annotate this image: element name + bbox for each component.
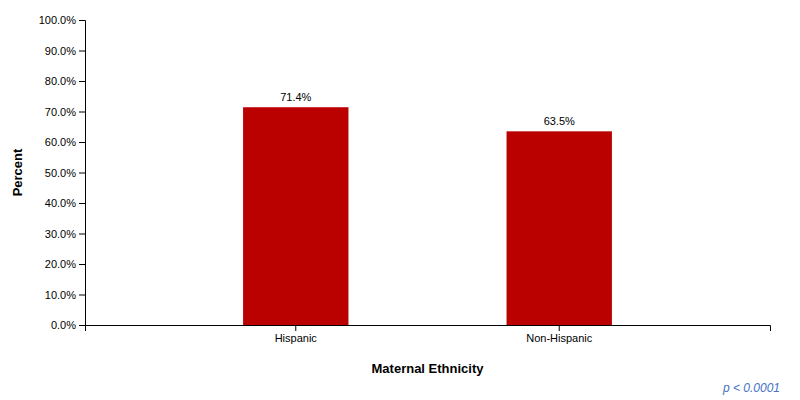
tick-mark — [79, 81, 85, 82]
tick-label: 50.0% — [45, 167, 76, 179]
chart: 0.0% 10.0% 20.0% 30.0% 40.0% 50.0% 60.0% 70.0% 8… — [0, 0, 800, 400]
tick-mark — [79, 51, 85, 52]
data-label: 71.4% — [280, 91, 311, 103]
x-axis: Hispanic Non-Hispanic — [86, 325, 771, 344]
y-axis-title: Percent — [10, 148, 25, 196]
y-tick: 10.0% — [45, 289, 85, 301]
tick-mark — [79, 112, 85, 113]
tick-mark — [559, 325, 560, 331]
y-tick: 50.0% — [45, 167, 85, 179]
tick-label: 10.0% — [45, 289, 76, 301]
x-tick: Hispanic — [275, 325, 318, 344]
tick-mark — [79, 325, 85, 326]
tick-label: 40.0% — [45, 197, 76, 209]
tick-label: 80.0% — [45, 75, 76, 87]
bar — [507, 131, 612, 325]
tick-label: 90.0% — [45, 45, 76, 57]
tick-mark — [79, 20, 85, 21]
y-tick: 100.0% — [39, 14, 85, 26]
tick-label: 100.0% — [39, 14, 77, 26]
y-tick: 80.0% — [45, 75, 85, 87]
plot-area: 0.0% 10.0% 20.0% 30.0% 40.0% 50.0% 60.0% 70.0% 8… — [39, 14, 771, 344]
tick-label: Non-Hispanic — [526, 332, 593, 344]
x-axis-title: Maternal Ethnicity — [372, 361, 485, 376]
tick-label: 30.0% — [45, 228, 76, 240]
annotation: p < 0.0001 — [722, 381, 780, 395]
y-tick: 40.0% — [45, 197, 85, 209]
tick-label: 20.0% — [45, 258, 76, 270]
tick-label: Hispanic — [275, 332, 318, 344]
y-tick: 20.0% — [45, 258, 85, 270]
bars — [243, 107, 612, 325]
y-axis: 0.0% 10.0% 20.0% 30.0% 40.0% 50.0% 60.0% 70.0% 8… — [39, 14, 86, 331]
y-tick: 0.0% — [51, 319, 85, 331]
data-labels: 71.4% 63.5% — [280, 91, 575, 127]
axis-line — [86, 326, 771, 332]
axis-line — [79, 21, 86, 326]
x-tick: Non-Hispanic — [526, 325, 593, 344]
bar — [243, 107, 348, 325]
tick-mark — [79, 295, 85, 296]
y-tick: 60.0% — [45, 136, 85, 148]
tick-mark — [295, 325, 296, 331]
tick-mark — [79, 234, 85, 235]
tick-label: 60.0% — [45, 136, 76, 148]
y-tick: 30.0% — [45, 228, 85, 240]
tick-mark — [79, 142, 85, 143]
tick-label: 70.0% — [45, 106, 76, 118]
y-tick: 70.0% — [45, 106, 85, 118]
tick-mark — [79, 203, 85, 204]
tick-label: 0.0% — [51, 319, 76, 331]
tick-mark — [79, 173, 85, 174]
tick-mark — [79, 264, 85, 265]
y-tick: 90.0% — [45, 45, 85, 57]
data-label: 63.5% — [544, 115, 575, 127]
